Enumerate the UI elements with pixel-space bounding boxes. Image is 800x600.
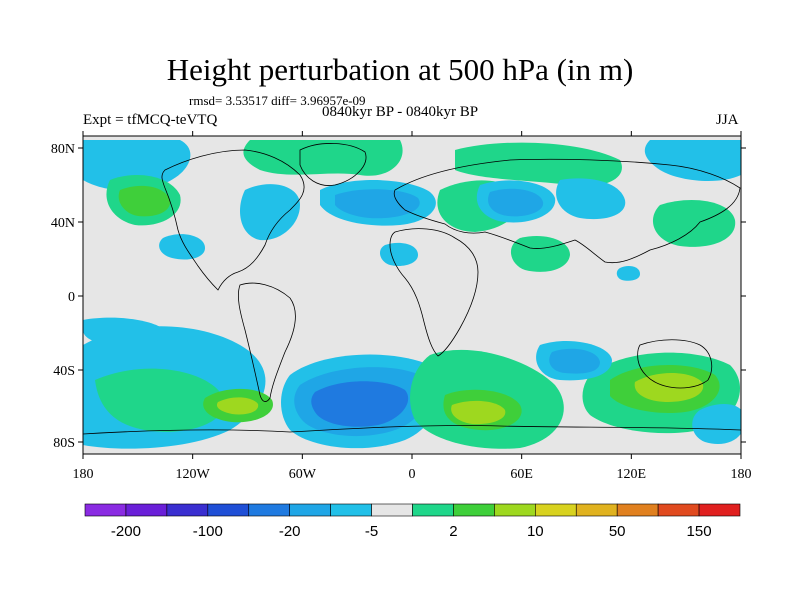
colorbar-swatch bbox=[494, 503, 536, 517]
y-tick-label: 0 bbox=[68, 290, 75, 305]
colorbar-label: -100 bbox=[193, 523, 223, 540]
colorbar-swatch bbox=[698, 503, 741, 517]
x-tick-label: 120E bbox=[617, 467, 647, 482]
colorbar-swatch bbox=[371, 503, 413, 517]
colorbar-swatch bbox=[84, 503, 127, 517]
colorbar-label: -5 bbox=[365, 523, 378, 540]
colorbar-label: -20 bbox=[279, 523, 301, 540]
x-tick-label: 0 bbox=[409, 467, 416, 482]
season-label: JJA bbox=[716, 112, 739, 128]
coastlines bbox=[83, 143, 741, 435]
colorbar-swatch bbox=[125, 503, 168, 517]
colorbar: -200 -100 -20 -5 2 10 50 150 bbox=[84, 503, 741, 540]
colorbar-swatch bbox=[166, 503, 209, 517]
colorbar-swatch bbox=[616, 503, 659, 517]
x-tick-label: 120W bbox=[176, 467, 211, 482]
colorbar-label: 2 bbox=[449, 523, 457, 540]
x-tick-label: 180 bbox=[731, 467, 752, 482]
period-label: 0840kyr BP - 0840kyr BP bbox=[322, 104, 479, 120]
colorbar-swatch bbox=[453, 503, 495, 517]
x-tick-label: 60W bbox=[289, 467, 317, 482]
colorbar-swatch bbox=[575, 503, 618, 517]
colorbar-swatch bbox=[207, 503, 250, 517]
anomaly-field bbox=[83, 140, 741, 449]
experiment-label: Expt = tfMCQ-teVTQ bbox=[83, 112, 218, 128]
stats-text: rmsd= 3.53517 diff= 3.96957e-09 bbox=[189, 93, 366, 108]
colorbar-swatch bbox=[248, 503, 290, 517]
x-tick-label: 180 bbox=[73, 467, 94, 482]
colorbar-swatch bbox=[535, 503, 577, 517]
colorbar-label: 150 bbox=[687, 523, 712, 540]
colorbar-label: 10 bbox=[527, 523, 544, 540]
x-tick-label: 60E bbox=[510, 467, 533, 482]
colorbar-swatch bbox=[330, 503, 372, 517]
y-tick-label: 40S bbox=[53, 364, 75, 379]
colorbar-label: -200 bbox=[111, 523, 141, 540]
colorbar-swatch bbox=[657, 503, 700, 517]
plot-title: Height perturbation at 500 hPa (in m) bbox=[166, 52, 634, 87]
y-tick-label: 40N bbox=[51, 216, 75, 231]
colorbar-swatch bbox=[289, 503, 331, 517]
colorbar-label: 50 bbox=[609, 523, 626, 540]
y-tick-label: 80N bbox=[51, 142, 75, 157]
y-axis: 80N 40N 0 40S 80S bbox=[51, 142, 746, 451]
colorbar-swatch bbox=[412, 503, 454, 517]
x-axis: 180 120W 60W 0 60E 120E 180 bbox=[73, 131, 752, 482]
y-tick-label: 80S bbox=[53, 436, 75, 451]
